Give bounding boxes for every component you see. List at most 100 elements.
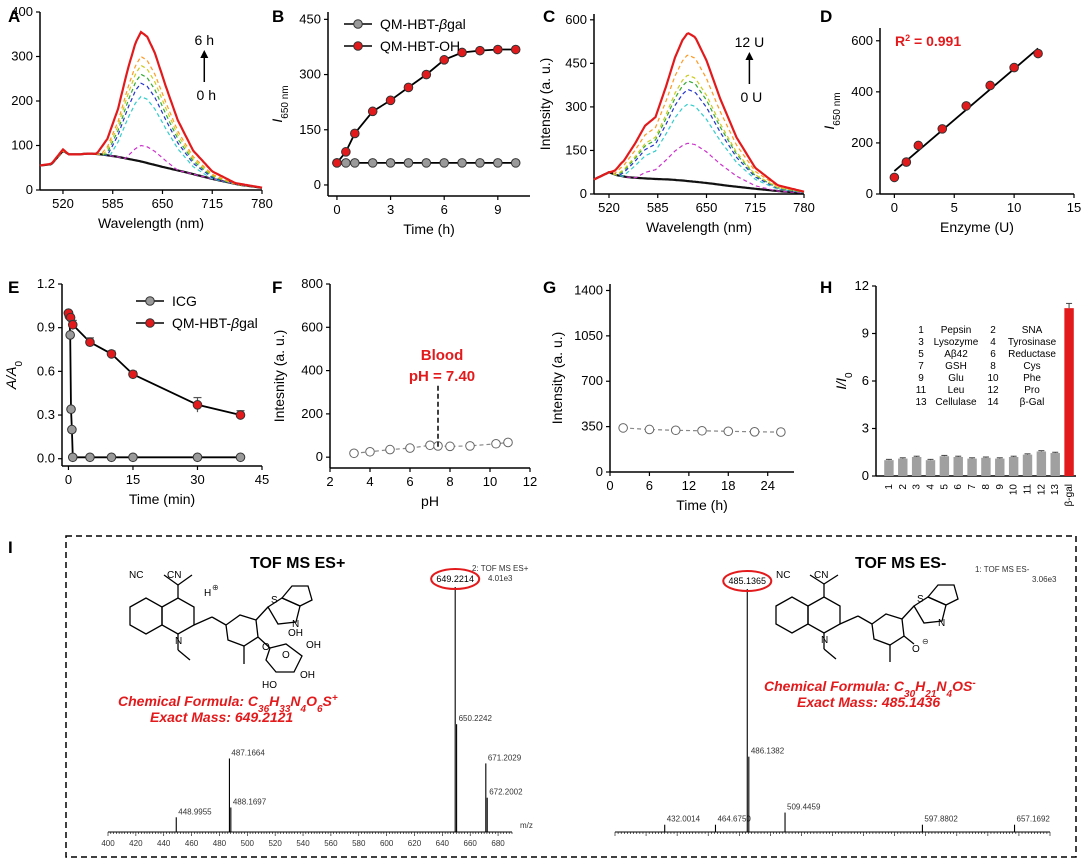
panel-h-legend-name: Phe (1023, 373, 1041, 384)
panel-g-y-tick-label: 0 (596, 464, 603, 479)
panel-b-point-0 (457, 158, 467, 168)
panel-b-point-1 (475, 45, 485, 56)
panel-c-series-3 (593, 89, 805, 194)
ms-left-tick-label: 420 (129, 839, 143, 848)
ms-left-tick-label: 460 (185, 839, 199, 848)
struct-left-n: N (175, 636, 182, 647)
ms-left-formula-parts: 36H33N4O6S+ (258, 693, 338, 715)
ms-right-peak-label: 597.8802 (924, 815, 958, 824)
panel-h-y-label-main: I/I (833, 378, 849, 390)
ms-left-peak-label: 487.1664 (231, 749, 265, 758)
panel-h-bar (898, 458, 908, 476)
ms-right-peak-circle (722, 570, 773, 592)
panel-b-point-0 (493, 158, 503, 168)
ms-left-tick-label: 600 (380, 839, 394, 848)
panel-f-x-label: pH (421, 493, 439, 509)
panel-e-point-0 (85, 452, 95, 463)
ms-right-peak-label: 486.1382 (751, 747, 785, 756)
panel-f-annotation-line1: Blood (421, 347, 464, 364)
struct-left-oh3: OH (300, 670, 315, 681)
panel-h-bar (1064, 308, 1074, 476)
panel-h-legend-name: Cellulase (935, 397, 977, 408)
panel-g-point (697, 425, 707, 436)
panel-b-legend-label: QM-HBT-OH (380, 38, 460, 54)
panel-b-x-tick-label: 9 (494, 202, 501, 217)
panel-b-point-0 (367, 158, 378, 168)
panel-e-legend-label: QM-HBT-βgal (172, 315, 258, 331)
panel-c-y-tick-label: 450 (565, 55, 587, 70)
ms-left-formula: Chemical Formula: C36H33N4O6S+ (118, 693, 338, 715)
panel-a-series-7 (39, 30, 263, 189)
structure-right-labels: NC CN N S N O ⊖ (776, 570, 945, 655)
ms-right-formula: Chemical Formula: C30H21N4OS- (764, 678, 976, 700)
struct-left-cn: CN (167, 570, 181, 581)
panel-a-y-tick-label: 100 (11, 138, 33, 153)
panel-h-bar (953, 457, 963, 476)
struct-left-oh1: OH (288, 628, 303, 639)
panel-e-legend-text-tail: gal (239, 315, 258, 331)
panel-a-x-tick-label: 650 (152, 196, 174, 211)
panel-f-point (385, 444, 395, 455)
panel-c-x-tick-label: 520 (598, 200, 620, 215)
panel-a-series-4 (39, 73, 263, 189)
panel-e-point-1 (235, 410, 246, 420)
structure-left-labels: NC CN N H ⊕ S N O O OH OH OH HO (129, 570, 321, 691)
struct-left-plus: ⊕ (212, 583, 219, 592)
panel-h-legend-num: 1 (918, 325, 924, 336)
panel-g-plot: 0 6 12 18 24 0 350 700 1050 1400 Time (h) Intensity… (549, 282, 794, 513)
panel-b-point-1 (439, 55, 449, 65)
panel-letter-e: E (8, 278, 19, 297)
ms-right-title: TOF MS ES- (855, 555, 946, 572)
panel-h-y-tick-label: 0 (862, 468, 869, 483)
panel-b-legend-text-tail: gal (447, 16, 466, 32)
panel-c-x-tick-label: 585 (647, 200, 669, 215)
panel-g-x-tick-label: 24 (760, 478, 774, 493)
struct-right-nc: NC (776, 570, 790, 581)
panel-b-point-1 (332, 158, 342, 168)
panel-a-x-tick-label: 715 (201, 196, 223, 211)
panel-d-r2-sup: 2 (905, 33, 910, 43)
panel-h-bar (967, 458, 977, 476)
ms-left-tick-label: 540 (296, 839, 310, 848)
panel-h-category-label: 10 (1009, 484, 1020, 496)
panel-b-point-1 (493, 44, 503, 55)
ms-right-formula-prefix: Chemical Formula: C (764, 678, 905, 694)
panel-d-plot: 0 5 10 15 0 200 400 600 Enzyme (U) I650 nm R2 = 0.… (821, 28, 1081, 235)
panel-f-x-tick-label: 12 (523, 474, 537, 489)
panel-b-x-tick-label: 0 (333, 202, 340, 217)
panel-h-legend-num: 13 (915, 397, 927, 408)
panel-h-legend-name: Glu (948, 373, 964, 384)
panel-d-x-tick-label: 5 (951, 200, 958, 215)
panel-e-point-1 (85, 337, 95, 348)
panel-e-legend-text: QM-HBT- (172, 315, 231, 331)
panel-h-y-tick-label: 3 (862, 421, 869, 436)
panel-a-arrow-head (200, 50, 209, 58)
panel-h-category-label: 11 (1023, 484, 1034, 495)
panel-d-y-tick-label: 200 (851, 135, 873, 150)
panel-c-y-tick-label: 0 (580, 186, 587, 201)
ms-left-tick-label: 680 (491, 839, 505, 848)
ms-right-peak-label-main: 485.1365 (728, 576, 766, 586)
panel-f-plot: 2 4 6 8 10 12 0 200 400 600 800 pH Intesnity (a. u.)… (271, 276, 537, 509)
ms-left-peak-label: 672.2002 (489, 788, 523, 797)
ms-right-formula-part: 30 (904, 689, 916, 700)
struct-right-minus: ⊖ (922, 637, 929, 646)
panel-i-frame (65, 535, 1077, 858)
panel-h-legend-name: GSH (945, 361, 967, 372)
panel-d-point (889, 172, 900, 183)
panel-b-y-label-sub: 650 nm (280, 85, 291, 118)
struct-left-n2: N (292, 619, 299, 630)
ms-left-tick-label: 440 (157, 839, 171, 848)
panel-c-series-6 (593, 54, 805, 193)
ms-left-peak-label-main: 649.2214 (436, 574, 474, 584)
panel-f-y-label: Intesnity (a. u.) (271, 330, 287, 423)
panel-h-category-label: 3 (912, 484, 923, 490)
panel-f-y-tick-label: 0 (316, 449, 323, 464)
panel-b-point-1 (510, 44, 521, 55)
ms-right-formula-part: OS (952, 678, 973, 694)
panel-e-point-0 (66, 404, 76, 415)
struct-right-o: O (912, 644, 920, 655)
panel-h-bar (1008, 457, 1019, 476)
